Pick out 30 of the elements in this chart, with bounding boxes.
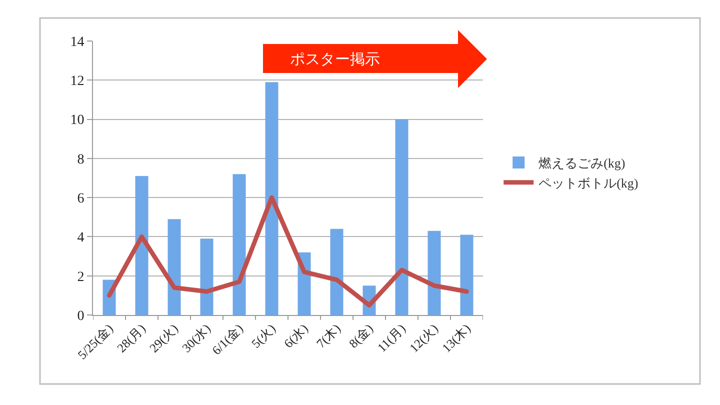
- y-tick-label: 8: [77, 152, 84, 168]
- legend-label: 燃えるごみ(kg): [538, 156, 626, 171]
- y-tick-label: 4: [77, 230, 84, 246]
- x-tick-label: 6(水): [281, 321, 311, 351]
- line-series: [107, 195, 469, 308]
- bar: [135, 176, 148, 315]
- x-tick-label: 28(月): [114, 321, 148, 356]
- bar: [200, 238, 214, 315]
- y-tick-label: 10: [70, 113, 84, 128]
- x-tick-label: 12(火): [406, 321, 441, 356]
- bar: [428, 230, 441, 315]
- x-tick-label: 5(火): [248, 321, 278, 351]
- y-tick-label: 12: [70, 74, 84, 90]
- y-tick-label: 6: [77, 191, 84, 206]
- bar: [265, 82, 278, 315]
- bar: [168, 219, 181, 315]
- y-tick-label: 14: [70, 34, 84, 50]
- legend-label: ペットボトル(kg): [538, 175, 638, 190]
- y-tick-label: 0: [77, 308, 84, 324]
- x-tick-label: 8(金): [346, 321, 376, 351]
- annotation: ポスター掲示: [290, 51, 380, 68]
- x-tick-label: 13(木): [439, 321, 474, 356]
- bar: [395, 119, 408, 315]
- x-tick-label: 7(木): [314, 321, 344, 351]
- bar: [460, 234, 474, 315]
- bar: [232, 174, 246, 315]
- x-tick-label: 11(月): [374, 321, 408, 355]
- y-tick-label: 2: [77, 270, 84, 285]
- x-tick-label: 29(火): [146, 321, 181, 356]
- bar: [330, 228, 344, 315]
